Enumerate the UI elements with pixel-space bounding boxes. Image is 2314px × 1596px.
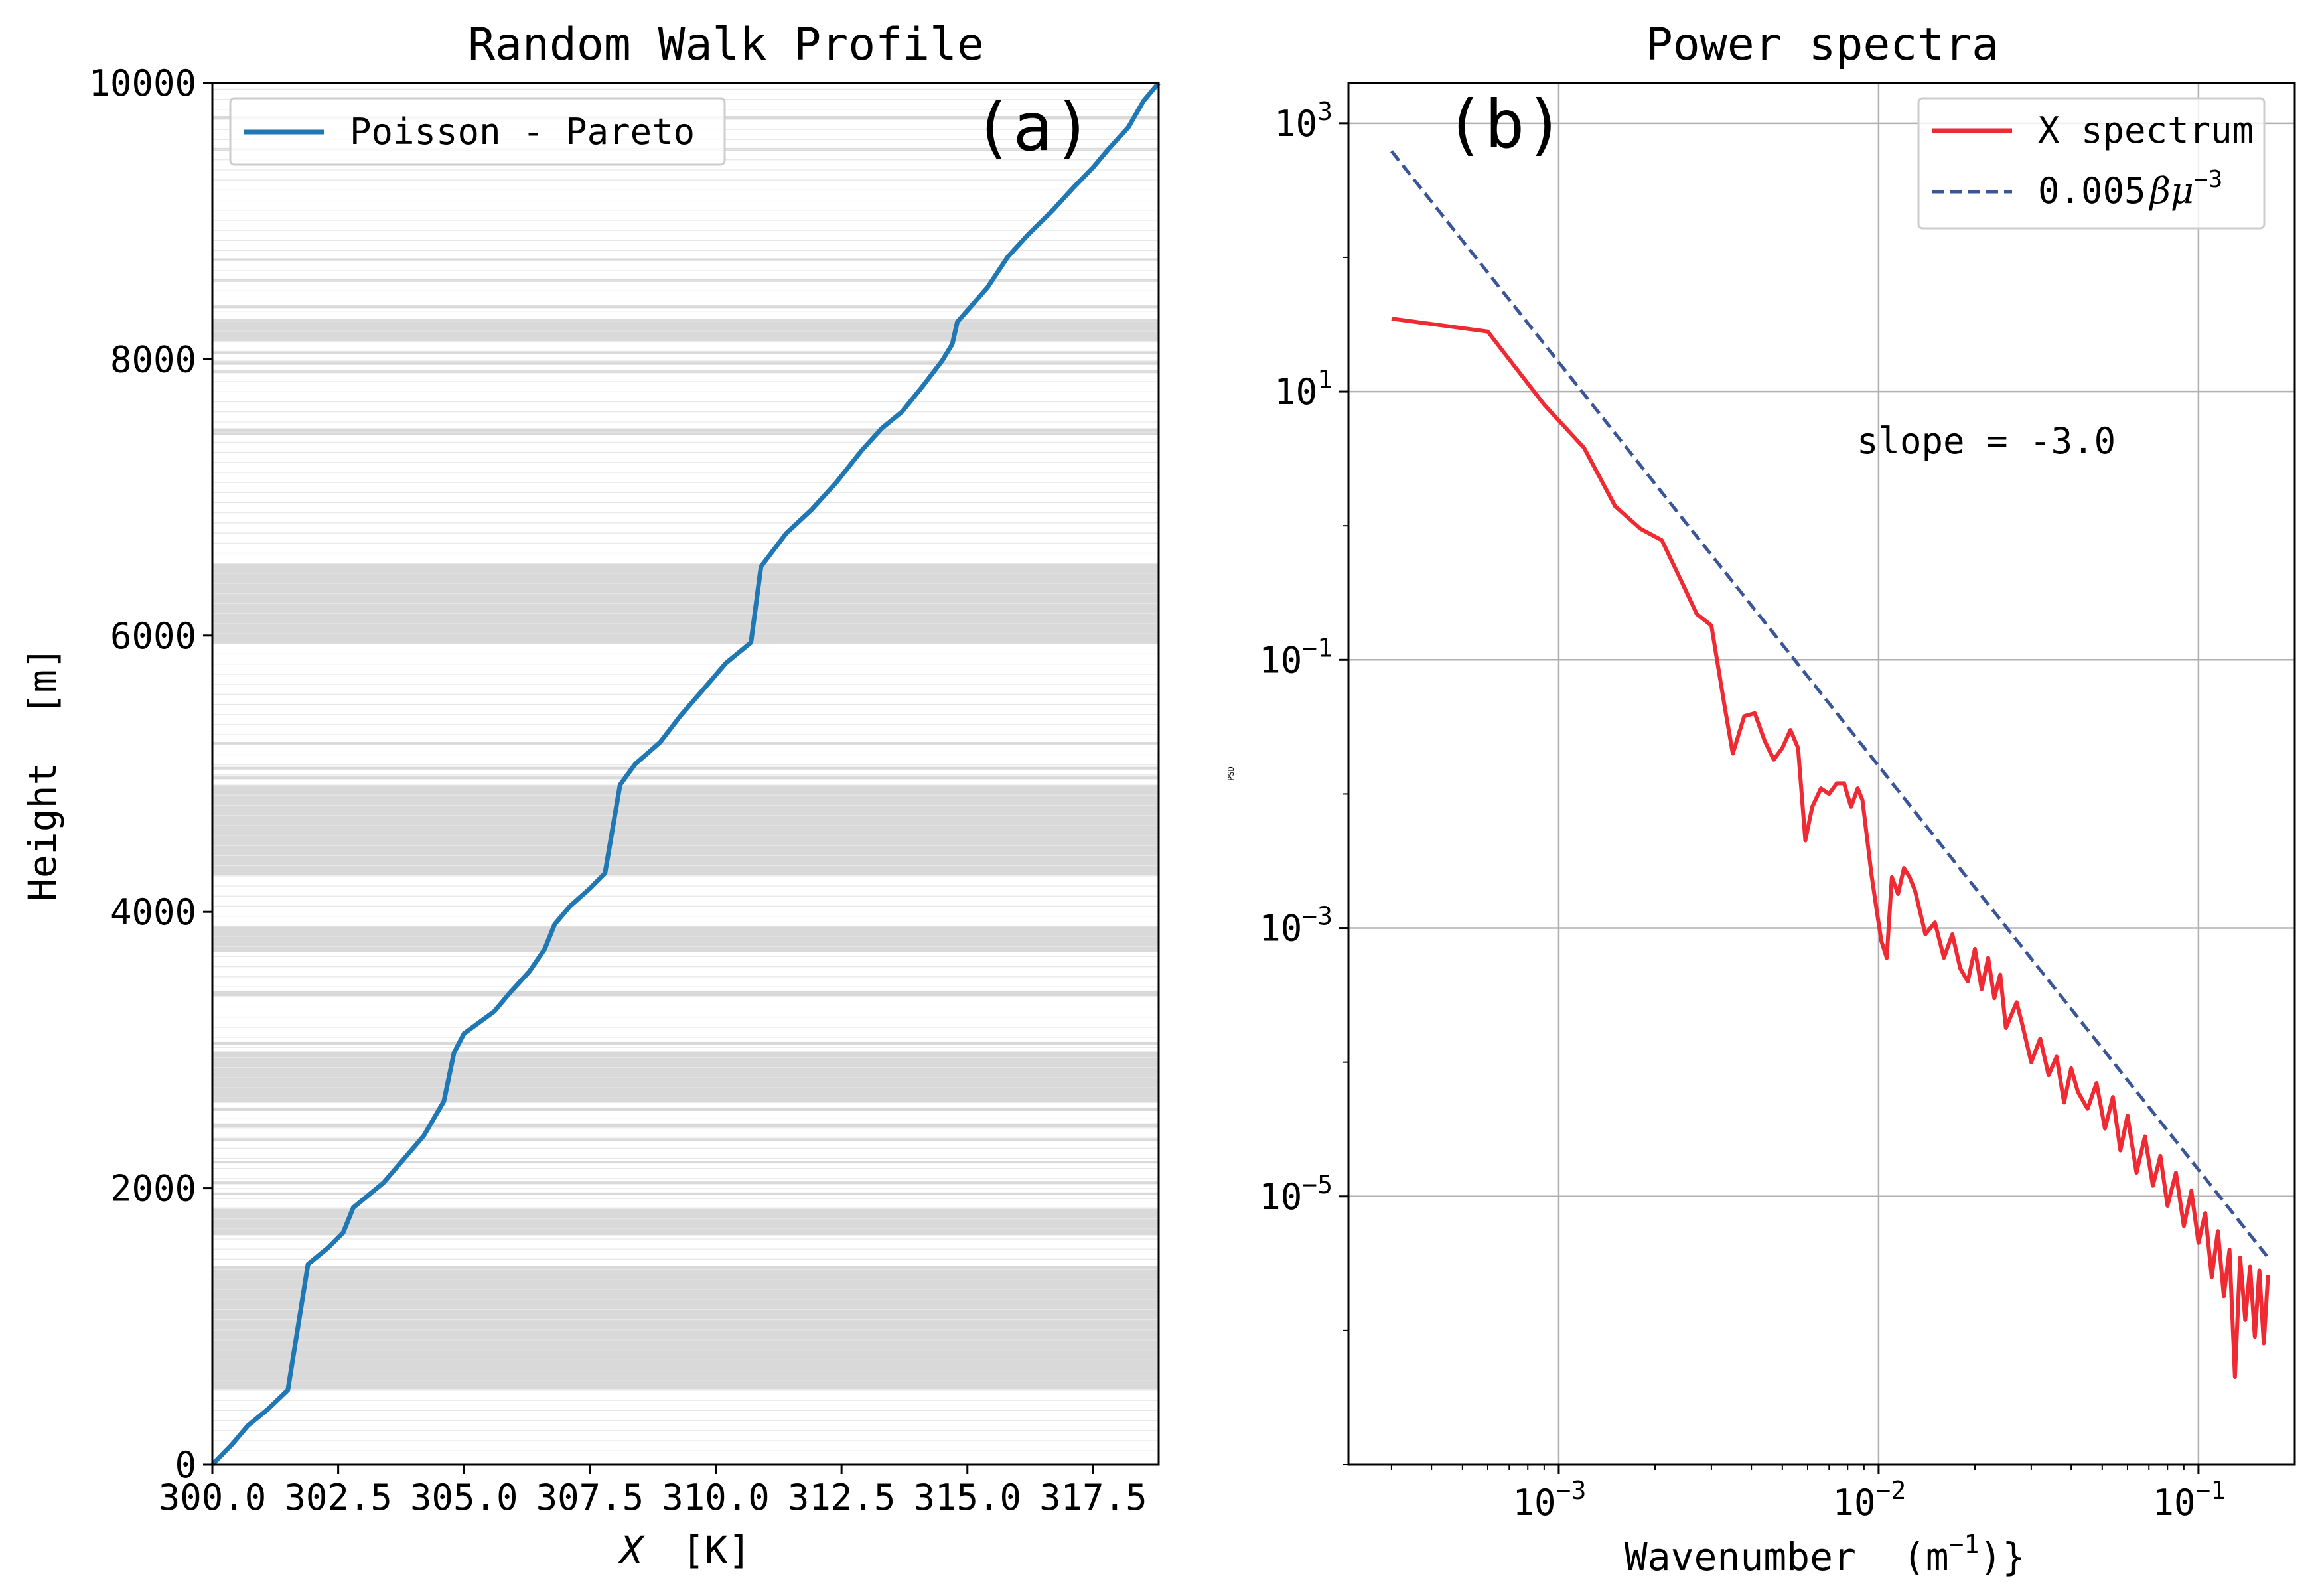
panel-a-legend-box — [229, 97, 726, 166]
x-tick-label: 305.0 — [410, 1477, 518, 1518]
y-tick-label: 4000 — [110, 891, 196, 933]
panel-b-y-axis-label: PSD — [1226, 766, 1236, 781]
panel-a-shaded-bands — [212, 88, 1159, 1451]
y-tick-label: 10−5 — [1259, 1170, 1333, 1218]
x-tick-label: 10−2 — [1833, 1476, 1907, 1524]
x-tick-label: 302.5 — [284, 1477, 392, 1518]
y-tick-label: 2000 — [110, 1168, 196, 1210]
panel-b-legend-fit-exp: −3 — [2194, 166, 2222, 193]
shaded-band-16 — [212, 742, 1159, 745]
x-tick-label: 307.5 — [536, 1477, 644, 1518]
panel-b-letter: (b) — [1445, 86, 1565, 163]
shaded-band-4 — [212, 990, 1159, 997]
y-tick-label: 10000 — [88, 62, 196, 104]
panel-b-legend-label-spectrum: X spectrum — [2038, 109, 2254, 151]
shaded-band-14 — [212, 1041, 1159, 1045]
panel-a-x-axis-label: X [K] — [617, 1528, 751, 1573]
shaded-band-24 — [212, 766, 1159, 770]
shaded-band-11 — [212, 1123, 1159, 1127]
y-tick-label: 10−3 — [1259, 902, 1333, 950]
x-tick-label: 310.0 — [662, 1477, 770, 1518]
shaded-band-13 — [212, 1160, 1159, 1164]
shaded-band-18 — [212, 258, 1159, 261]
panel-a-letter: (a) — [973, 88, 1093, 166]
y-tick-label: 103 — [1274, 97, 1333, 145]
panel-b-legend-label-fit: 0.005 βμ−3 — [2038, 166, 2222, 212]
panel-b-x-axis-label-tail: )} — [1979, 1534, 2025, 1579]
panel-a-y-ticks: 0 2000 4000 6000 8000 10000 — [88, 62, 212, 1486]
panel-b-x-axis-label: Wavenumber (m−1)} — [1625, 1530, 2025, 1579]
panel-a-random-walk: Random Walk Profile 300.0 302.5 305.0 307.5… — [20, 19, 1161, 1573]
shaded-band-12 — [212, 1138, 1159, 1141]
y-tick-label: 6000 — [110, 615, 196, 657]
panel-b-legend-fit-math: βμ — [2149, 170, 2194, 212]
panel-b-power-spectra: Power spectra 10−3 10−2 10−1 10310110−110−… — [1226, 19, 2296, 1579]
panel-a-x-axis-var: X — [617, 1528, 645, 1573]
panel-a-axes-frame — [211, 82, 1160, 1466]
y-tick-label: 0 — [175, 1444, 196, 1486]
panel-a-legend-label: Poisson - Pareto — [350, 111, 695, 153]
series-line-x-spectrum — [1391, 317, 2270, 1379]
y-tick-label: 8000 — [110, 338, 196, 380]
panel-a-x-axis-unit: [K] — [682, 1528, 751, 1573]
panel-b-x-axis-label-base: Wavenumber (m — [1625, 1534, 1949, 1579]
x-tick-label: 300.0 — [159, 1477, 267, 1518]
shaded-band-15 — [212, 776, 1159, 780]
y-tick-label: 101 — [1274, 365, 1333, 413]
x-tick-label: 10−3 — [1513, 1476, 1587, 1524]
panel-a-x-ticks: 300.0 302.5 305.0 307.5 310.0 312.5 315.0 317.5 — [159, 1465, 1147, 1518]
shaded-band-9 — [212, 360, 1159, 365]
shaded-band-0 — [212, 1266, 1159, 1390]
shaded-band-25 — [212, 350, 1159, 354]
shaded-band-8 — [212, 319, 1159, 342]
panel-b-legend-fit-coef: 0.005 — [2038, 170, 2146, 212]
shaded-band-26 — [212, 305, 1159, 309]
panel-b-y-ticks: 103 101 10−1 10−3 10−5 — [1259, 97, 1348, 1465]
x-tick-label: 312.5 — [788, 1477, 896, 1518]
shaded-band-5 — [212, 784, 1159, 875]
panel-b-series-lines — [1390, 150, 2270, 1379]
panel-b-x-axis-label-exp: −1 — [1949, 1530, 1980, 1559]
shaded-band-21 — [212, 1108, 1159, 1112]
x-tick-label: 10−1 — [2153, 1476, 2226, 1524]
y-tick-label: 10−1 — [1259, 633, 1333, 681]
x-tick-label: 315.0 — [913, 1477, 1021, 1518]
panel-a-series-lines — [210, 81, 1161, 1467]
panel-a-legend: Poisson - Pareto — [229, 97, 726, 166]
series-line-poisson-pareto — [210, 81, 1161, 1467]
panel-b-axes-frame — [1347, 82, 2296, 1466]
shaded-band-22 — [212, 1192, 1159, 1196]
shaded-band-3 — [212, 926, 1159, 952]
shaded-band-23 — [212, 1181, 1159, 1185]
panel-a-y-axis-label: Height [m] — [20, 646, 65, 901]
panel-b-legend: X spectrum 0.005 βμ−3 — [1917, 97, 2266, 230]
shaded-band-2 — [212, 1051, 1159, 1103]
panel-b-slope-annotation: slope = -3.0 — [1857, 420, 2116, 462]
x-tick-label: 317.5 — [1039, 1477, 1147, 1518]
panel-b-x-ticks: 10−3 10−2 10−1 — [1390, 1465, 2226, 1524]
panel-b-title: Power spectra — [1646, 19, 1999, 71]
panel-a-title: Random Walk Profile — [468, 19, 984, 71]
shaded-band-1 — [212, 1207, 1159, 1236]
series-line-power-law-fit — [1390, 150, 2270, 1259]
